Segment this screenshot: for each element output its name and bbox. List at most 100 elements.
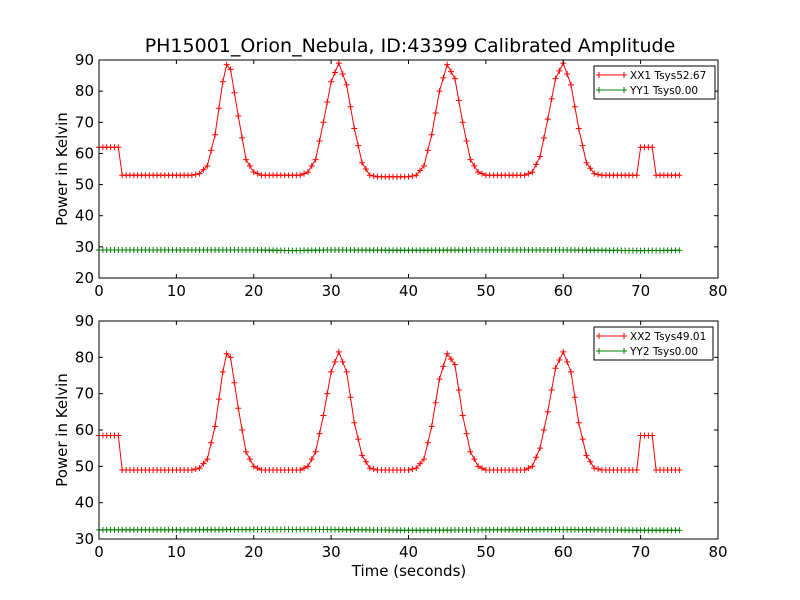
data-point [552,75,559,82]
legend-item: YY2 Tsys0.00 [596,346,698,358]
x-tick-label: 60 [554,282,573,300]
x-tick-label: 60 [554,543,573,561]
data-point [409,466,416,473]
data-point [548,95,555,102]
legend-label: YY2 Tsys0.00 [629,346,698,358]
series-markers-1-1 [96,60,683,180]
data-point [451,361,458,368]
x-tick-label: 80 [708,282,727,300]
data-point [525,170,532,177]
data-point [540,427,547,433]
y-tick-label: 60 [75,144,94,162]
data-point [339,71,346,78]
data-point [212,423,219,430]
data-point [420,162,427,169]
data-point [301,170,308,177]
data-point [571,103,578,110]
data-point [335,60,342,67]
x-tick-label: 40 [399,543,418,561]
data-point [448,68,455,75]
data-point [328,368,335,375]
data-point [188,466,195,473]
y-axis-label-1: Power in Kelvin [53,112,71,226]
data-point [324,390,331,397]
data-point [428,423,435,430]
legend-marker [596,72,602,78]
data-point [316,430,323,437]
data-point [212,131,219,138]
y-tick-label: 80 [75,82,94,100]
data-point [250,169,257,176]
data-point [409,173,416,180]
data-point [633,466,640,473]
data-point [564,358,571,365]
data-point [316,137,323,144]
data-point [320,412,327,419]
data-point [676,172,683,179]
y-tick-label: 70 [75,385,94,403]
data-point [243,156,250,163]
data-point [204,456,211,463]
data-point [405,173,412,180]
figure-title: PH15001_Orion_Nebula, ID:43399 Calibrate… [145,35,676,57]
data-point [444,350,451,357]
x-tick-label: 70 [631,282,650,300]
x-tick-label: 50 [476,543,495,561]
data-point [215,396,222,403]
data-point [471,162,478,169]
data-point [440,74,447,81]
y-tick-label: 30 [75,530,94,548]
legend-marker [596,333,602,339]
data-point [475,463,482,470]
x-axis-label: Time (seconds) [351,562,467,580]
data-point [362,166,369,172]
data-point [351,419,358,426]
data-point [324,99,331,106]
data-point [223,61,230,68]
y-tick-label: 50 [75,457,94,475]
data-point [254,170,261,177]
series-markers-1-2 [96,246,683,254]
data-point [537,153,544,160]
data-point [208,439,215,446]
data-point [192,466,199,473]
data-point [556,357,563,364]
data-point [243,448,250,455]
data-point [347,103,354,110]
data-point [579,142,586,149]
data-point [595,466,602,473]
data-point [479,465,486,472]
subplot-2: 0 10 20 30 40 50 60 70 80 30 40 50 60 70 80 90 XX2 Tsys4… [53,312,728,561]
data-point [215,105,222,112]
data-point [567,81,574,88]
data-point [219,368,226,375]
y-tick-label: 90 [75,51,94,69]
data-point [320,119,327,126]
data-point [459,412,466,419]
plot-area-1: 0 10 20 30 40 50 60 70 80 20 30 40 50 60 70 80 90 XX1 Tsy… [75,51,728,300]
x-tick-label: 10 [167,282,186,300]
x-tick-label: 0 [94,543,104,561]
data-point [676,527,683,534]
legend-marker [596,87,602,93]
data-point [591,465,598,472]
data-point [432,109,439,116]
y-tick-label: 40 [75,207,94,225]
data-point [335,348,342,355]
legend-box [593,326,714,361]
subplot-1: 0 10 20 30 40 50 60 70 80 20 30 40 50 60 70 80 90 XX1 Tsy… [53,51,728,300]
data-point [467,156,474,163]
legend-marker [621,87,627,93]
x-tick-label: 40 [399,282,418,300]
data-point [649,144,656,151]
data-point [521,172,528,179]
data-point [440,363,447,370]
legend-marker [621,72,627,78]
data-point [196,465,203,472]
data-point [250,463,257,470]
data-point [444,61,451,68]
data-point [413,465,420,472]
data-point [420,456,427,463]
x-tick-label: 10 [167,543,186,561]
data-point [417,167,424,174]
